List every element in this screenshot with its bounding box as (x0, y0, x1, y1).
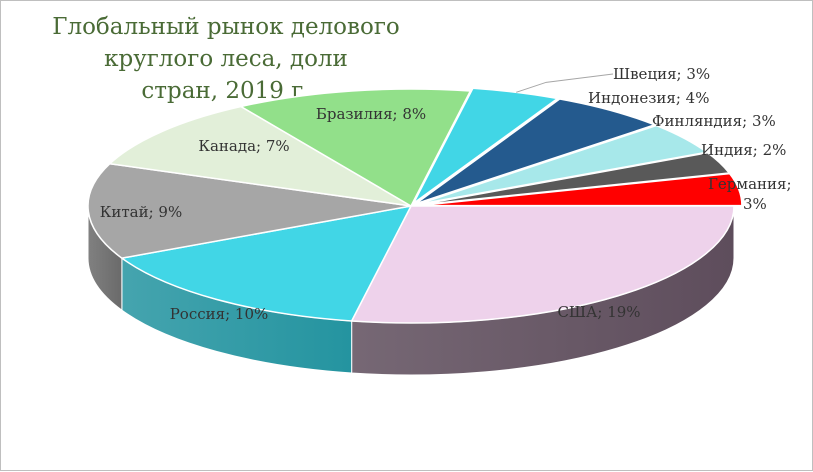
pie-slice-Канада (108, 105, 412, 207)
slice-label-Германия-value: 3% (743, 195, 767, 213)
slice-label-Германия: Германия; (708, 175, 792, 193)
pie-slice-Россия (119, 204, 413, 322)
slice-label-Швеция: Швеция; 3% (613, 65, 710, 83)
pie-slice-Швеция (412, 87, 560, 204)
pie-slice-Индонезия (415, 98, 657, 205)
pie-slice-США (350, 205, 735, 324)
chart-title: Глобальный рынок делового круглого леса,… (21, 11, 431, 107)
slice-label-Канада: Канада; 7% (198, 137, 289, 155)
slice-label-США: США; 19% (557, 303, 640, 321)
slice-label-Китай: Китай; 9% (100, 203, 182, 221)
pie-top-layer (87, 87, 743, 324)
slice-label-Бразилия: Бразилия; 8% (316, 105, 426, 123)
pie-slice-Бразилия (238, 88, 472, 208)
pie-side-layer (87, 205, 735, 376)
slice-label-Индонезия: Индонезия; 4% (588, 89, 709, 107)
chart-title-line-1: Глобальный рынок делового круглого леса,… (52, 14, 400, 72)
pie-slice-Германия (418, 172, 743, 207)
slice-label-Индия: Индия; 2% (701, 141, 786, 159)
slice-label-Финляндия: Финляндия; 3% (652, 112, 776, 130)
leader-line-Швеция (516, 73, 614, 93)
pie-slice-Финляндия (417, 124, 709, 206)
pie-slice-Китай (87, 162, 412, 259)
slice-label-Россия: Россия; 10% (170, 305, 269, 323)
